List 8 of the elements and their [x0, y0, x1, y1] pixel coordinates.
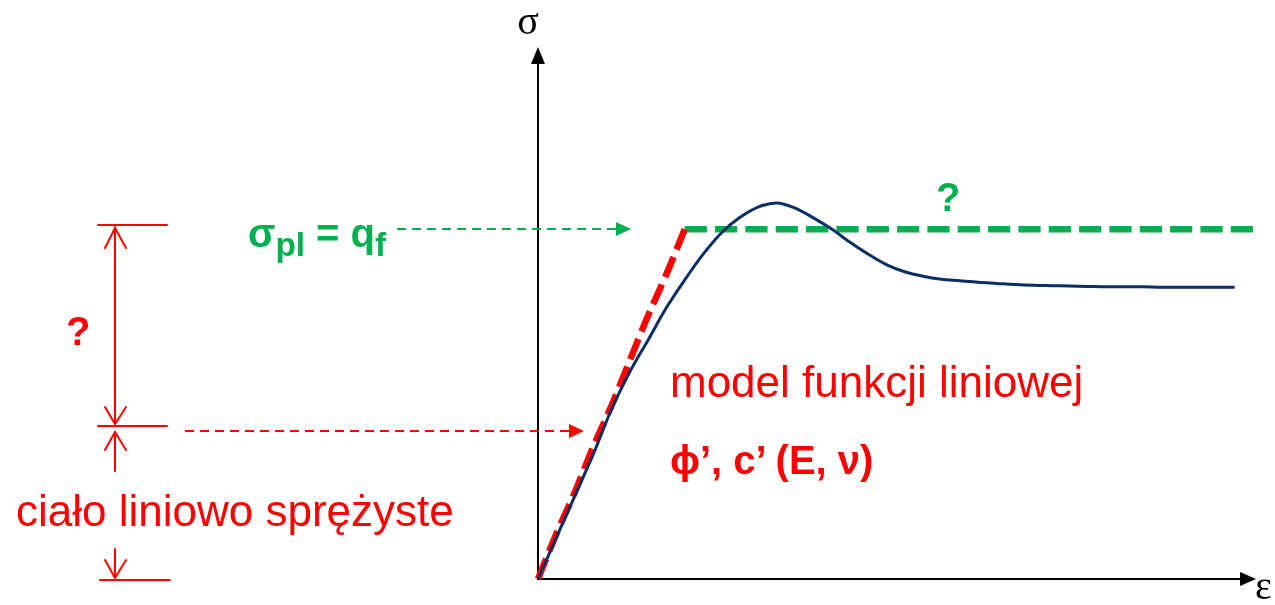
- annotation: ?: [936, 175, 961, 220]
- annotation: model funkcji liniowej: [670, 357, 1084, 406]
- annotation: ϕ’, c’ (E, ν): [670, 438, 874, 482]
- text: σ$_{pl}$ = q$_{f}$: [248, 211, 387, 263]
- text: ciało liniowo sprężyste: [16, 486, 454, 535]
- text: ?: [66, 309, 91, 353]
- x-axis-title: ε: [1255, 563, 1272, 605]
- y-axis-title: σ: [517, 0, 539, 43]
